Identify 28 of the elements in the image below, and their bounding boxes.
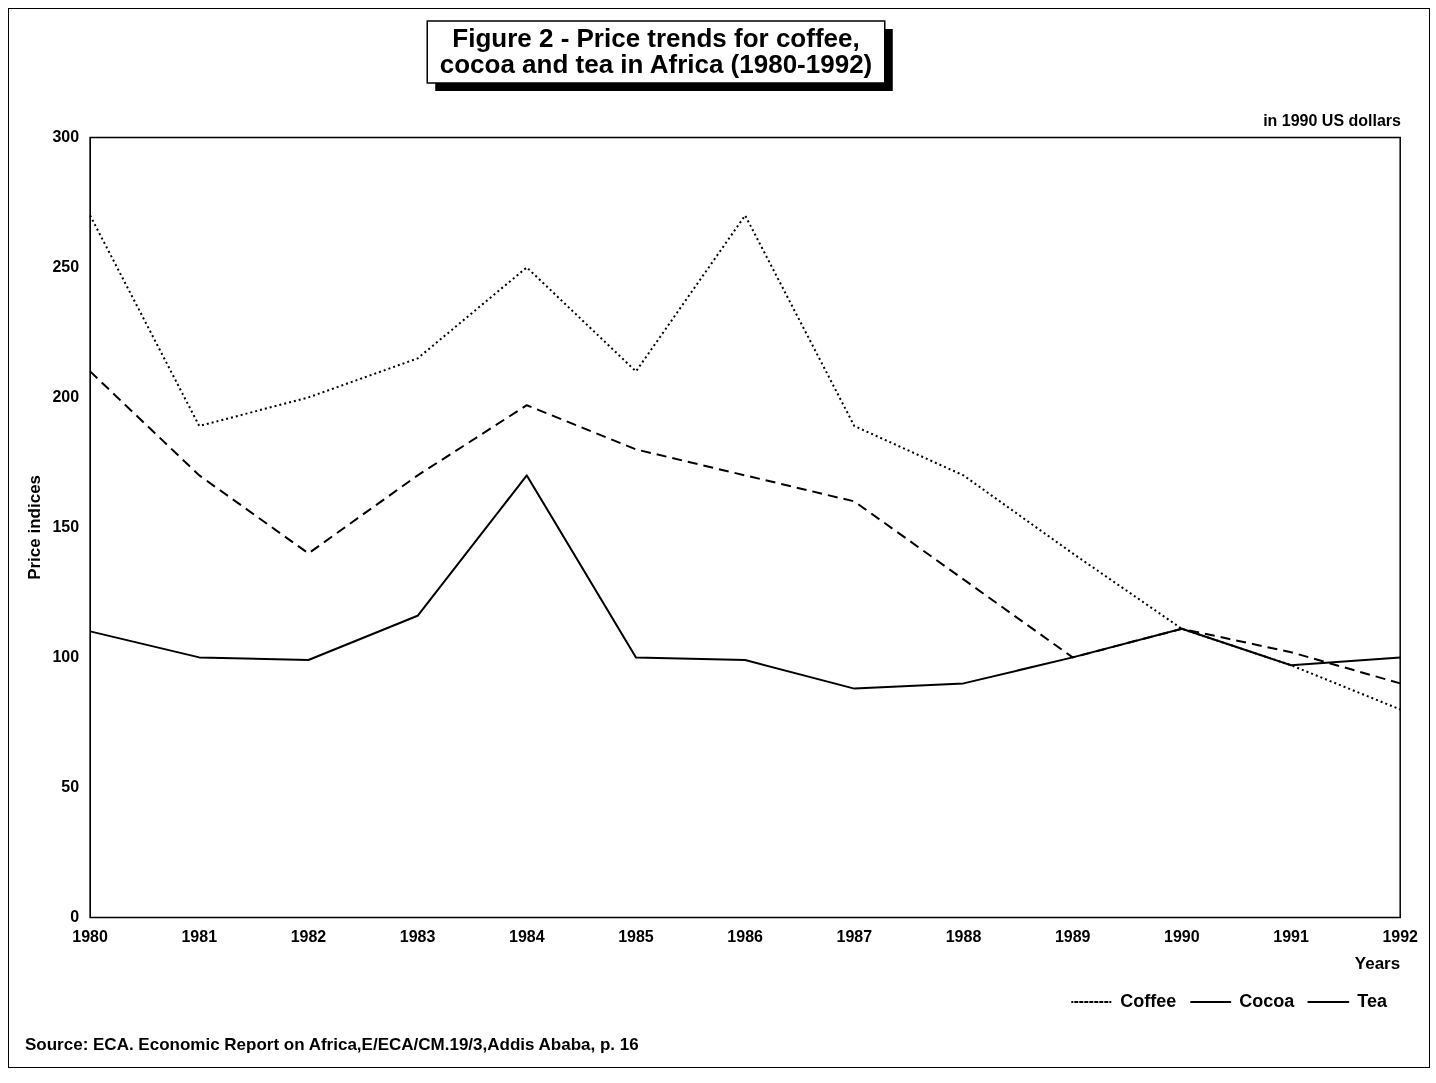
x-tick-label: 1990 <box>1164 928 1200 946</box>
y-tick-label: 50 <box>61 777 80 795</box>
chart-title: Figure 2 - Price trends for coffee, cocoa and tea in Africa (1980-1992) <box>439 23 873 80</box>
legend-label: Coffee <box>1120 990 1177 1011</box>
x-tick-label: 1984 <box>509 928 545 946</box>
source-note: Source: ECA. Economic Report on Africa,E/ECA/CM.19/3,Addis Ababa, p. 16 <box>24 1034 640 1056</box>
y-tick-label: 300 <box>52 127 80 145</box>
x-tick-label: 1992 <box>1382 928 1419 946</box>
y-tick-label: 200 <box>52 387 80 405</box>
y-tick-label: 250 <box>52 257 80 275</box>
x-tick-label: 1991 <box>1273 928 1309 946</box>
x-tick-label: 1981 <box>181 928 218 946</box>
x-tick-label: 1986 <box>727 928 764 946</box>
x-tick-label: 1980 <box>72 928 108 946</box>
x-tick-label: 1982 <box>290 928 327 946</box>
x-tick-label: 1988 <box>945 928 982 946</box>
x-tick-label: 1987 <box>836 928 873 946</box>
y-tick-label: 0 <box>70 907 80 925</box>
legend-label: Cocoa <box>1239 990 1296 1011</box>
legend-label: Tea <box>1357 990 1388 1011</box>
y-axis-title: Price indices <box>24 474 44 580</box>
x-axis-title: Years <box>1354 954 1401 974</box>
x-tick-label: 1985 <box>618 928 654 946</box>
y-tick-label: 150 <box>52 517 80 535</box>
x-tick-label: 1983 <box>399 928 436 946</box>
x-tick-label: 1989 <box>1054 928 1091 946</box>
y-tick-label: 100 <box>52 647 80 665</box>
chart-subtitle: in 1990 US dollars <box>1263 112 1402 130</box>
